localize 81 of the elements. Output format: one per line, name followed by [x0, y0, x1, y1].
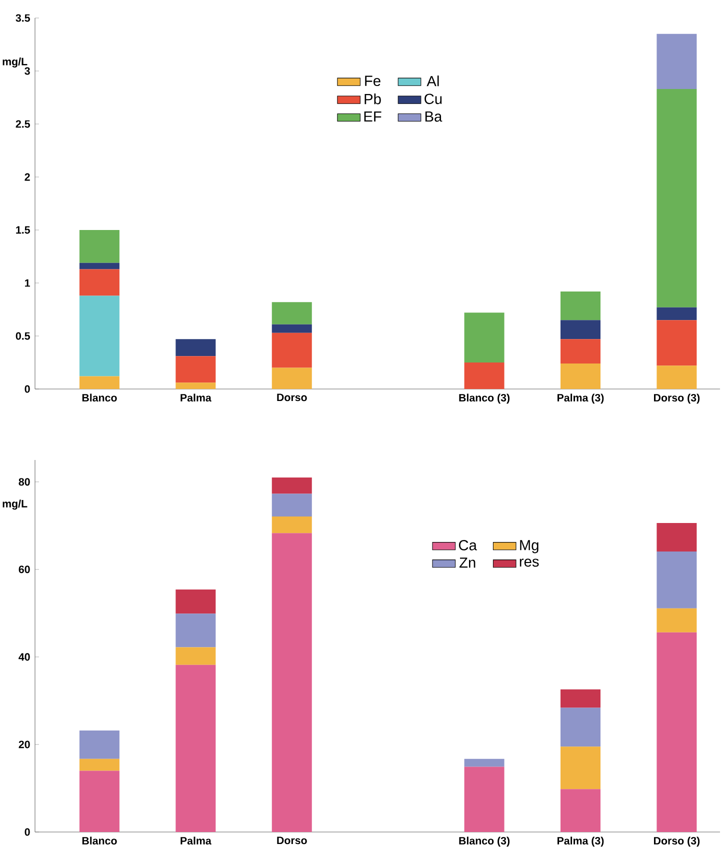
legend-label: Ba [425, 111, 442, 122]
bar [560, 364, 600, 389]
bar [272, 478, 312, 494]
bar [79, 770, 120, 832]
y-tick-label: 2.5 [16, 120, 30, 128]
bar [272, 302, 312, 324]
bar [560, 789, 600, 832]
x-tick-label: Dorso [277, 394, 307, 402]
legend-label: Mg [520, 540, 538, 554]
y-axis-title: mg/L [2, 58, 28, 68]
bar [272, 332, 312, 368]
legend-label: Ca [458, 540, 477, 550]
bar [464, 766, 504, 832]
y-tick-label: 20 [18, 740, 30, 748]
bar [79, 296, 120, 376]
bar [560, 689, 600, 708]
bar [79, 262, 120, 270]
y-tick-label: 2 [24, 173, 30, 181]
bar [560, 339, 600, 364]
bar [656, 307, 697, 320]
x-tick-label: Dorso [277, 836, 307, 844]
y-tick-label: 40 [18, 653, 30, 661]
legend-label: Fe [365, 76, 380, 86]
bar [656, 366, 697, 389]
bar [176, 382, 216, 389]
legend-label: res [520, 558, 539, 567]
bar [79, 758, 120, 771]
x-tick-label: Dorso (3) [654, 836, 700, 847]
legend-label: Cu [424, 94, 442, 104]
x-tick-label: Dorso (3) [654, 394, 700, 404]
x-tick-label: Blanco (3) [459, 836, 510, 847]
bar [272, 368, 312, 389]
y-tick-label: 0.5 [16, 332, 30, 340]
bar [272, 516, 312, 534]
bar [176, 339, 216, 356]
bar [79, 730, 120, 759]
x-tick-label: Blanco (3) [459, 394, 510, 404]
y-tick-label: 0 [24, 385, 30, 393]
bar [176, 614, 216, 648]
x-tick-label: Blanco [82, 394, 117, 402]
bar [656, 89, 697, 308]
bar [79, 230, 120, 263]
y-tick-label: 3 [24, 67, 30, 75]
bar [656, 523, 697, 552]
bar [464, 758, 504, 767]
bar [176, 590, 216, 614]
bar [176, 647, 216, 665]
y-axis-title: mg/L [2, 500, 28, 510]
y-tick-label: 1.5 [16, 226, 30, 234]
y-tick-label: 3.5 [16, 14, 30, 22]
bar [79, 269, 120, 296]
bar [656, 551, 697, 608]
bar [272, 533, 312, 832]
bar [656, 632, 697, 832]
bar [79, 376, 120, 389]
bar [656, 320, 697, 366]
bar [272, 324, 312, 333]
x-tick-label: Palma (3) [557, 836, 604, 847]
bar [464, 312, 504, 362]
y-tick-label: 0 [24, 828, 30, 836]
bar [656, 608, 697, 632]
bar [176, 356, 216, 383]
bar [560, 746, 600, 790]
bar [464, 362, 504, 389]
x-tick-label: Palma (3) [557, 394, 604, 404]
bar [560, 291, 600, 320]
bar [560, 708, 600, 747]
legend-label: EF [364, 111, 382, 122]
legend-label: Zn [459, 558, 476, 568]
x-tick-label: Palma [180, 836, 212, 845]
x-tick-label: Palma [180, 394, 212, 402]
bar [560, 320, 600, 340]
legend-label: Pb [364, 94, 381, 104]
y-tick-label: 60 [18, 566, 30, 574]
legend-label: Al [426, 76, 439, 86]
x-tick-label: Blanco [82, 836, 117, 845]
y-tick-label: 80 [18, 478, 30, 486]
bar [272, 494, 312, 516]
y-tick-label: 1 [25, 279, 30, 287]
bar [656, 34, 697, 90]
bar [176, 664, 216, 832]
